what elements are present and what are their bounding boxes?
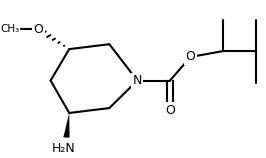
Text: O: O [185,50,196,64]
Text: N: N [133,74,142,87]
Text: CH₃: CH₃ [0,24,19,34]
Text: O: O [34,23,43,36]
Text: O: O [165,103,175,116]
Polygon shape [63,113,69,138]
Text: H₂N: H₂N [52,142,76,155]
